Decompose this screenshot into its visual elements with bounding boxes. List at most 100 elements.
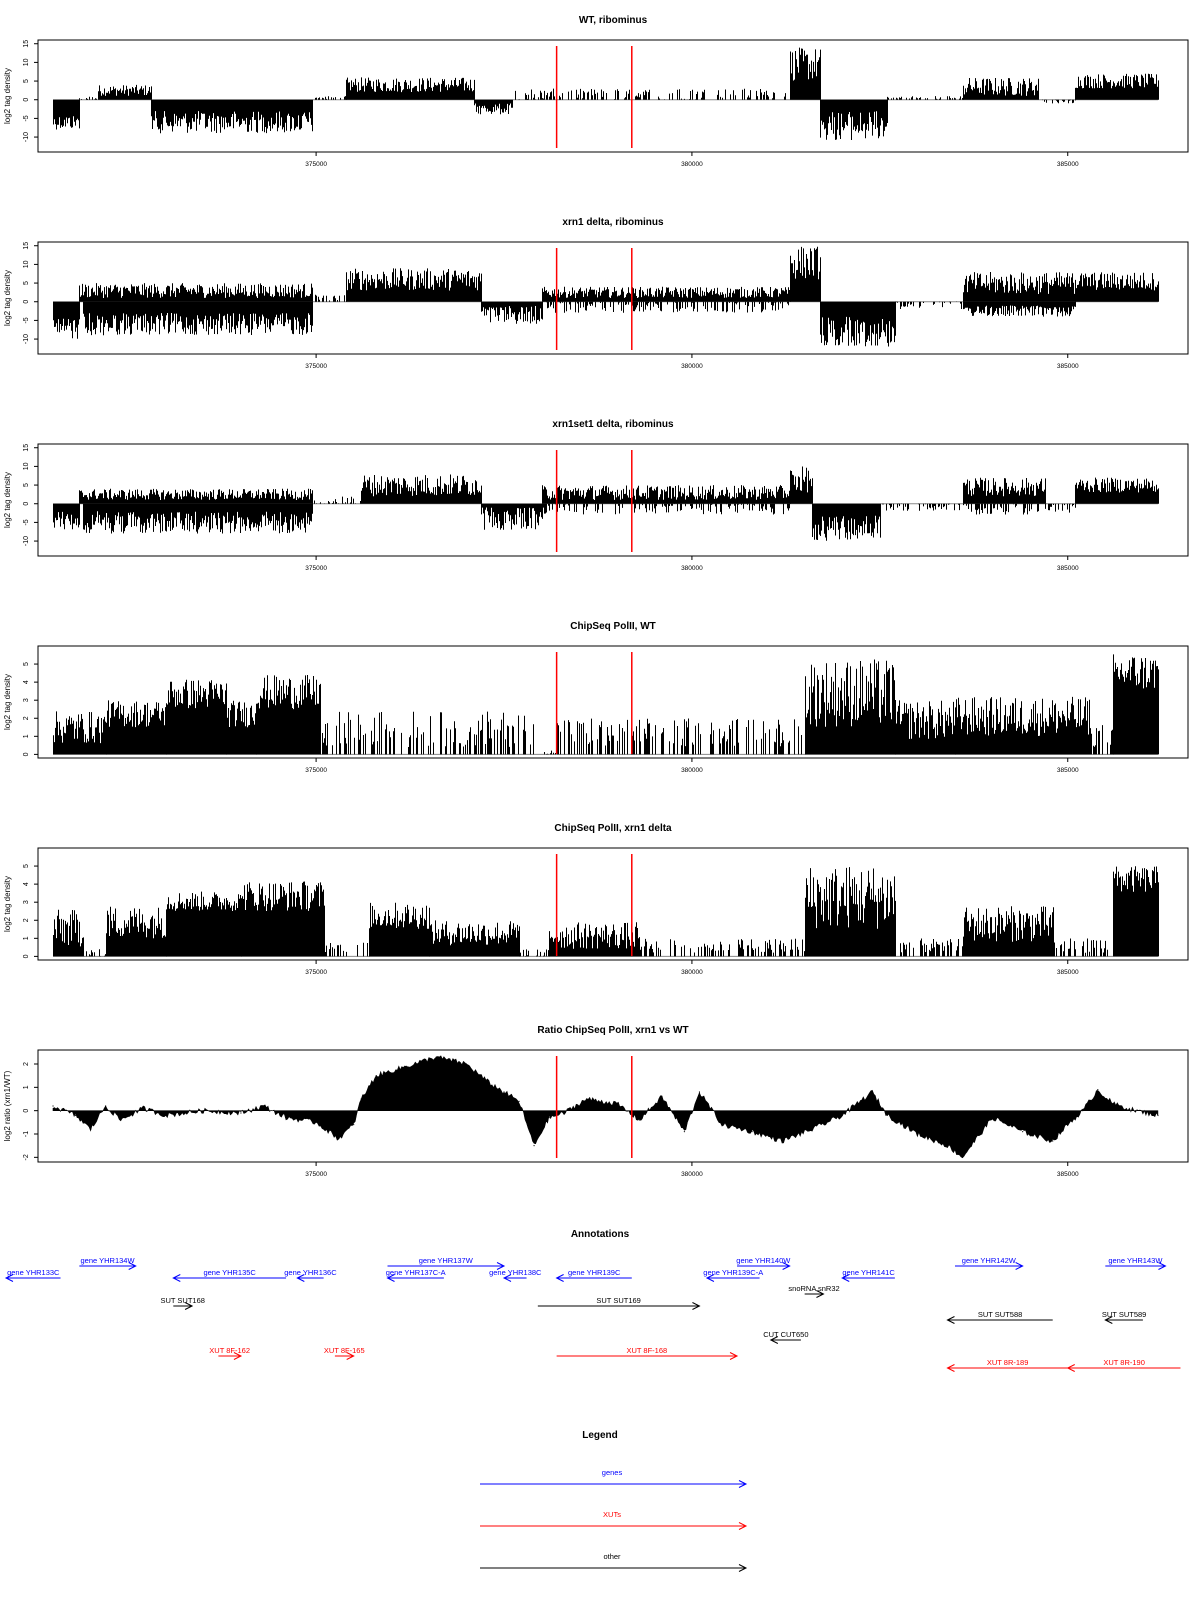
x-tick-label: 385000 <box>1057 1171 1079 1178</box>
feature-label: gene YHR137C-A <box>386 1268 446 1277</box>
signal-bars <box>346 268 482 302</box>
signal-bars <box>79 488 313 504</box>
signal-bars <box>549 922 640 957</box>
signal-bars <box>805 659 896 755</box>
feature-snorna-snr32: snoRNA snR32 <box>788 1284 840 1298</box>
feature-gene-yhr141c: gene YHR141C <box>841 1268 895 1282</box>
arrowhead <box>946 1316 955 1324</box>
signal-bars <box>361 474 482 504</box>
panel-title: ChipSeq PolII, xrn1 delta <box>554 823 672 834</box>
feature-gene-yhr136c: gene YHR136C <box>284 1268 337 1282</box>
y-tick-label: 3 <box>23 698 30 702</box>
panel-title: ChipSeq PolII, WT <box>570 621 656 632</box>
signal-bars <box>481 301 543 324</box>
y-axis-label: log2 tag density <box>3 876 12 932</box>
arrowhead <box>386 1274 395 1282</box>
feature-sut-sut589: SUT SUT589 <box>1102 1310 1146 1324</box>
signal-bars <box>557 718 806 755</box>
ratio-point <box>285 1117 287 1119</box>
arrowhead <box>816 1290 825 1298</box>
y-tick-label: 2 <box>23 918 30 922</box>
signal-bars <box>256 675 321 755</box>
y-tick-label: 1 <box>23 1085 30 1089</box>
signal-bars <box>53 503 80 530</box>
feature-gene-yhr139c: gene YHR139C <box>555 1268 632 1282</box>
x-tick-label: 385000 <box>1057 363 1079 370</box>
y-tick-label: 5 <box>23 864 30 868</box>
y-tick-label: 2 <box>23 716 30 720</box>
y-tick-label: -5 <box>23 317 30 323</box>
y-tick-label: 0 <box>23 98 30 102</box>
y-tick-label: 0 <box>23 752 30 756</box>
ratio-point <box>1097 1089 1099 1091</box>
ratio-point <box>1022 1131 1024 1133</box>
arrowhead <box>1066 1364 1075 1372</box>
arrowhead <box>1015 1262 1024 1270</box>
legend-label: genes <box>602 1468 623 1477</box>
feature-label: gene YHR140W <box>736 1256 791 1265</box>
annotation-features: gene YHR133C gene YHR134W gene YHR135C gene… <box>4 1256 1181 1372</box>
panel-1: WT, ribominus log2 tag density -10 -5 0 5 10 15… <box>3 15 1189 168</box>
feature-gene-yhr133c: gene YHR133C <box>4 1268 61 1282</box>
arrowhead <box>729 1352 739 1360</box>
legend-arrowhead <box>738 1522 748 1530</box>
feature-label: XUT 8F-165 <box>324 1346 365 1355</box>
y-tick-label: 0 <box>23 502 30 506</box>
ratio-point <box>698 1091 701 1093</box>
arrowhead <box>692 1302 701 1310</box>
y-tick-label: 10 <box>23 260 30 268</box>
feature-sut-sut168: SUT SUT168 <box>160 1296 205 1310</box>
feature-label: SUT SUT168 <box>160 1296 204 1305</box>
arrowhead <box>502 1274 512 1282</box>
signal-bars <box>790 246 821 302</box>
feature-label: gene YHR142W <box>962 1256 1017 1265</box>
feature-gene-yhr137c-a: gene YHR137C-A <box>386 1268 446 1282</box>
y-tick-label: -10 <box>23 132 30 142</box>
feature-xut-8f-168: XUT 8F-168 <box>556 1346 739 1360</box>
ratio-point <box>751 1131 753 1133</box>
signal-bars <box>542 286 791 302</box>
y-tick-label: -5 <box>23 115 30 121</box>
ratio-point <box>946 1145 949 1147</box>
y-tick-label: 1 <box>23 936 30 940</box>
x-tick-label: 375000 <box>305 767 327 774</box>
feature-xut-8f-165: XUT 8F-165 <box>324 1346 365 1360</box>
ratio-point <box>74 1114 77 1116</box>
signal-bars <box>812 503 881 541</box>
signal-bars <box>963 503 1076 515</box>
ratio-point <box>661 1096 663 1098</box>
ratio-point <box>240 1112 242 1114</box>
arrowhead <box>555 1274 564 1282</box>
signal-bars <box>963 301 1076 317</box>
signal-bars <box>790 47 821 100</box>
ratio-point <box>533 1145 535 1147</box>
feature-gene-yhr139c-a: gene YHR139C-A <box>703 1268 763 1282</box>
x-tick-label: 385000 <box>1057 161 1079 168</box>
signal-bars <box>53 909 84 957</box>
signal-bars <box>640 938 806 957</box>
feature-sut-sut169: SUT SUT169 <box>537 1296 701 1310</box>
feature-label: gene YHR138C <box>489 1268 542 1277</box>
legend-item-xuts: XUTs <box>480 1510 748 1530</box>
signal-bars <box>106 906 167 957</box>
signal-bars <box>83 301 313 336</box>
y-tick-label: 5 <box>23 483 30 487</box>
feature-label: SUT SUT589 <box>1102 1310 1146 1319</box>
signal-bars <box>369 902 430 957</box>
x-tick-label: 385000 <box>1057 565 1079 572</box>
ratio-area <box>52 1055 1159 1159</box>
feature-label: SUT SUT588 <box>978 1310 1022 1319</box>
arrowhead <box>296 1274 305 1282</box>
ratio-point <box>488 1082 490 1084</box>
feature-label: snoRNA snR32 <box>788 1284 839 1293</box>
signal-bars <box>515 88 786 100</box>
signal-bars <box>546 301 789 313</box>
signal-bars <box>312 496 361 504</box>
signal-bars <box>226 700 257 755</box>
y-tick-label: 10 <box>23 58 30 66</box>
arrowhead <box>172 1274 181 1282</box>
signal-bars <box>895 700 956 755</box>
signal-bars <box>1075 477 1159 504</box>
arrowhead <box>346 1352 355 1360</box>
signal-bars <box>542 503 790 515</box>
